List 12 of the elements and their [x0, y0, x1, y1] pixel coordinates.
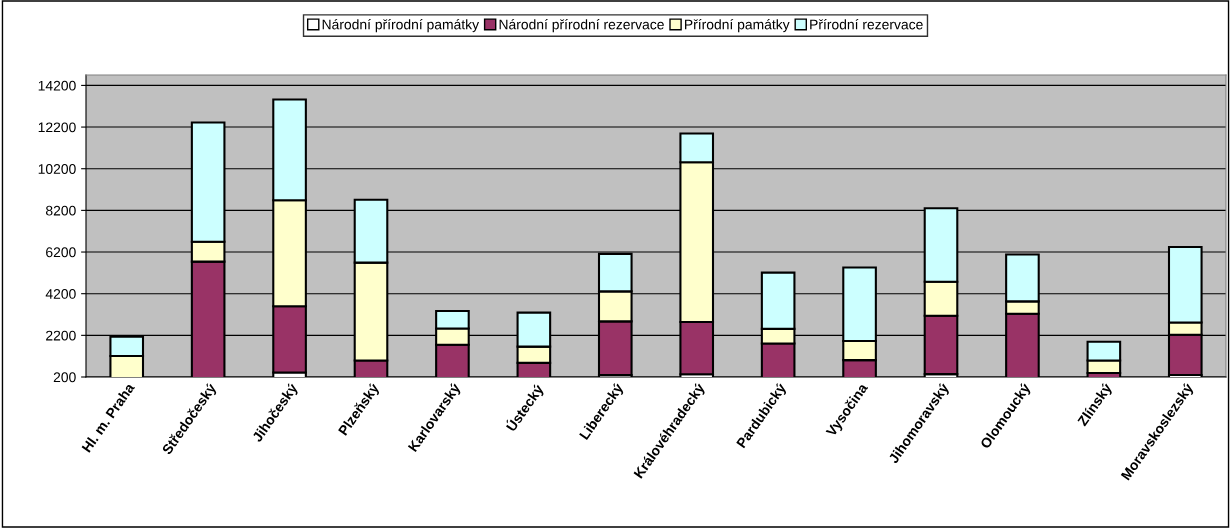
y-tick-label: 12200: [38, 122, 76, 133]
legend-label: Národní přírodní památky: [322, 19, 480, 33]
y-tick-label: 14200: [38, 80, 76, 91]
y-tick-label: 4200: [45, 289, 76, 299]
y-tick-label: 2200: [46, 330, 76, 341]
y-tick-label: 6200: [46, 247, 76, 258]
y-tick-label: 200: [53, 372, 76, 383]
legend-label: Přírodní rezervace: [810, 19, 923, 30]
y-tick-label: 10200: [38, 164, 76, 174]
legend-label: Národní přírodní rezervace: [499, 19, 664, 33]
y-tick-label: 8200: [45, 205, 76, 216]
legend-label: Přírodní památky: [685, 19, 790, 33]
